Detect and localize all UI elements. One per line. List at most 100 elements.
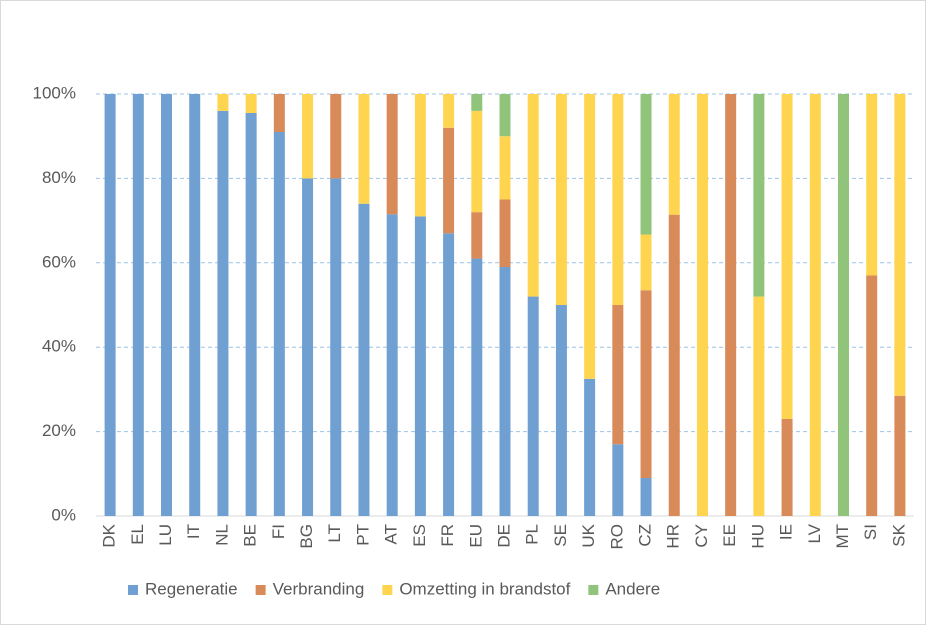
bar-segment xyxy=(273,131,285,517)
bar-segment xyxy=(894,94,906,396)
bar-segment xyxy=(837,94,849,516)
x-tick-label: HU xyxy=(748,524,767,549)
bar-segment xyxy=(894,395,906,516)
x-tick-label: MT xyxy=(833,524,852,549)
y-tick-label: 20% xyxy=(42,421,76,440)
y-tick-label: 40% xyxy=(42,337,76,356)
y-tick-label: 100% xyxy=(33,83,76,102)
y-tick-label: 80% xyxy=(42,168,76,187)
bar-segment xyxy=(612,94,624,305)
x-tick-label: SE xyxy=(551,524,570,547)
bar-segment xyxy=(330,178,342,516)
legend-label: Regeneratie xyxy=(145,579,238,598)
bar-segment xyxy=(584,378,596,516)
x-tick-label: EL xyxy=(128,524,147,545)
bar-segment xyxy=(584,94,596,379)
bar-segment xyxy=(358,203,370,516)
bar-segment xyxy=(612,305,624,445)
x-tick-label: NL xyxy=(212,524,231,546)
legend-label: Andere xyxy=(605,579,660,598)
bar-segment xyxy=(386,214,398,516)
bar-segment xyxy=(499,94,511,137)
bar-segment xyxy=(499,267,511,516)
x-tick-label: DE xyxy=(494,524,513,548)
legend-label: Omzetting in brandstof xyxy=(399,579,570,598)
bar-segment xyxy=(753,94,765,297)
x-tick-label: SI xyxy=(861,524,880,540)
bar-segment xyxy=(640,478,652,516)
bar-segment xyxy=(640,94,652,235)
x-tick-label: LU xyxy=(156,524,175,546)
bar-segment xyxy=(555,94,567,305)
y-tick-label: 0% xyxy=(51,505,76,524)
x-tick-label: BG xyxy=(297,524,316,549)
legend-swatch xyxy=(588,585,599,595)
bar-segment xyxy=(555,305,567,516)
bar-segment xyxy=(640,290,652,479)
x-tick-label: FI xyxy=(269,524,288,539)
bar-segment xyxy=(443,233,455,516)
bar-segment xyxy=(161,94,173,516)
x-tick-label: EE xyxy=(720,524,739,547)
legend-label: Verbranding xyxy=(273,579,365,598)
bar-segment xyxy=(696,94,708,516)
bar-segment xyxy=(414,94,426,217)
bar-segment xyxy=(302,178,314,516)
x-tick-label: AT xyxy=(382,524,401,544)
x-tick-label: HR xyxy=(664,524,683,549)
x-tick-label: FR xyxy=(438,524,457,547)
bar-segment xyxy=(809,94,821,516)
bar-segment xyxy=(527,94,539,297)
x-tick-label: LT xyxy=(325,524,344,543)
bar-segment xyxy=(358,94,370,204)
bar-segment xyxy=(302,94,314,179)
legend-swatch xyxy=(128,585,138,595)
bar-segment xyxy=(330,94,342,179)
bar-segment xyxy=(781,418,793,516)
x-tick-label: CY xyxy=(692,524,711,548)
x-tick-label: SK xyxy=(889,523,908,546)
bar-segment xyxy=(189,94,201,516)
bar-segment xyxy=(612,444,624,516)
bar-segment xyxy=(753,296,765,516)
y-tick-label: 60% xyxy=(42,252,76,271)
bar-segment xyxy=(668,214,680,516)
bar-segment xyxy=(273,94,285,132)
x-tick-label: CZ xyxy=(636,524,655,547)
bar-segment xyxy=(668,94,680,215)
x-tick-label: EU xyxy=(466,524,485,548)
bar-segment xyxy=(443,94,455,128)
x-tick-label: RO xyxy=(607,524,626,550)
bar-segment xyxy=(245,112,257,517)
x-tick-label: PL xyxy=(523,524,542,545)
x-tick-label: UK xyxy=(579,523,598,547)
x-tick-label: IE xyxy=(777,524,796,540)
bar-segment xyxy=(527,296,539,516)
bar-segment xyxy=(499,136,511,200)
bar-segment xyxy=(471,212,483,259)
bar-segment xyxy=(217,110,229,516)
x-tick-label: BE xyxy=(241,524,260,547)
bar-segment xyxy=(386,94,398,215)
bar-segment xyxy=(866,94,878,276)
legend-swatch xyxy=(382,585,393,595)
bar-segment xyxy=(471,258,483,516)
bar-segment xyxy=(245,94,257,113)
x-tick-label: LV xyxy=(805,523,824,543)
bar-segment xyxy=(104,94,116,516)
bar-segment xyxy=(471,94,483,111)
bar-segment xyxy=(217,94,229,111)
x-tick-label: DK xyxy=(100,523,119,547)
bar-segment xyxy=(471,110,483,213)
legend-swatch xyxy=(255,585,266,595)
bar-segment xyxy=(725,94,737,516)
x-tick-label: IT xyxy=(184,524,203,539)
bar-segment xyxy=(443,127,455,234)
bar-segment xyxy=(640,234,652,291)
bar-segment xyxy=(866,275,878,516)
x-tick-label: ES xyxy=(410,524,429,547)
bar-segment xyxy=(414,216,426,516)
bar-segment xyxy=(499,199,511,268)
